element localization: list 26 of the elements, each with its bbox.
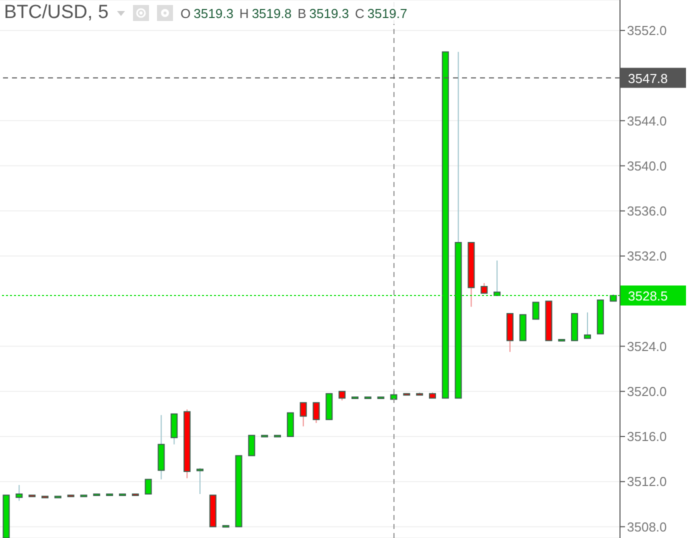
y-tick-label: 3552.0 [627, 23, 667, 38]
annotation: O 3519.3 H 3519.8 B 3519.3 C 3519.7 [180, 6, 408, 20]
candlestick [480, 282, 488, 294]
candlestick [196, 468, 204, 495]
candlestick [300, 402, 307, 427]
candlestick [16, 484, 23, 502]
y-tick-label: 3532.0 [627, 248, 667, 264]
chart-title: BTC/USD, 5 [4, 2, 109, 24]
ref-line-label: 3547.8 [628, 70, 668, 86]
y-tick-label: 3540.0 [627, 158, 667, 174]
candlestick [248, 434, 256, 456]
y-tick-label: 3544.0 [627, 113, 667, 128]
ref-line-label: 3528.5 [628, 288, 668, 304]
candlestick [338, 390, 346, 401]
candlestick [532, 302, 540, 320]
candlestick [286, 412, 294, 437]
y-tick-label: 3524.0 [627, 338, 667, 354]
candlestick [144, 478, 152, 495]
y-tick-label: 3508.0 [627, 519, 667, 534]
candlestick [312, 402, 320, 424]
y-tick-label: 3520.0 [627, 384, 667, 399]
y-tick-label: 3516.0 [627, 429, 667, 444]
candlestick [584, 312, 591, 339]
candlestick [170, 413, 178, 445]
y-tick-label: 3536.0 [627, 204, 667, 219]
y-tick-label: 3512.0 [627, 474, 667, 490]
